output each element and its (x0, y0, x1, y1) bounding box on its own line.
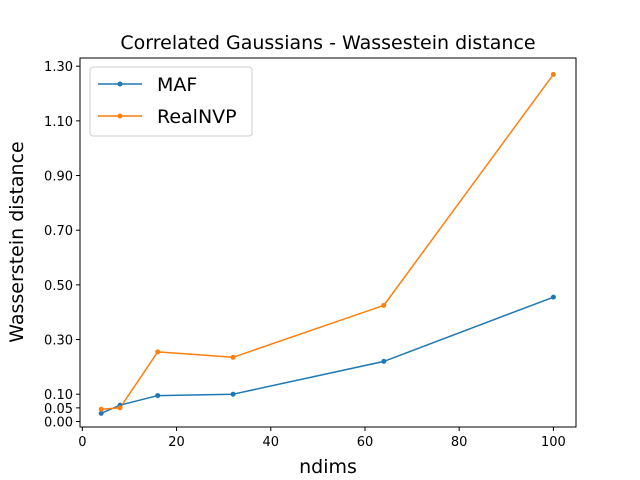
legend-marker-maf (117, 81, 123, 87)
legend-marker-realnvp (117, 113, 123, 119)
data-point-realnvp (550, 71, 556, 77)
x-tick-label: 40 (262, 435, 279, 450)
x-tick-label: 80 (451, 435, 468, 450)
y-tick-label: 0.50 (44, 279, 73, 294)
data-point-maf (98, 410, 104, 416)
plot-frame (79, 57, 577, 428)
x-axis-label: ndims (299, 456, 357, 478)
plot-markers (98, 71, 556, 416)
y-axis-label: Wasserstein distance (6, 141, 28, 342)
data-point-maf (155, 393, 161, 399)
chart-title: Correlated Gaussians - Wassestein distan… (120, 32, 535, 54)
legend-label-maf: MAF (157, 74, 197, 96)
series-line-realnvp (101, 73, 554, 410)
y-tick-label: 0.90 (44, 170, 73, 185)
data-point-maf (230, 391, 236, 397)
y-tick-label: 0.30 (44, 334, 73, 349)
data-point-maf (381, 358, 387, 364)
data-point-realnvp (117, 405, 123, 411)
x-axis-ticks: 0 20 40 60 80 100 (78, 427, 566, 450)
x-tick-label: 60 (357, 435, 374, 450)
data-point-maf (550, 294, 556, 300)
y-tick-label: 1.10 (44, 115, 73, 130)
y-tick-label: 0.05 (44, 402, 73, 417)
y-tick-label: 1.30 (44, 60, 73, 75)
y-tick-label: 0.70 (44, 224, 73, 239)
y-tick-label: 0.00 (44, 416, 73, 431)
data-point-realnvp (381, 302, 387, 308)
x-tick-label: 100 (541, 435, 566, 450)
x-tick-label: 0 (78, 435, 86, 450)
legend-label-realnvp: RealNVP (157, 106, 237, 128)
y-axis-ticks: 0.000.050.10 0.30 0.50 0.70 0.90 1.10 1.30 (44, 60, 80, 431)
legend: MAF RealNVP (89, 66, 253, 137)
plot-lines (100, 73, 554, 415)
y-tick-label: 0.10 (44, 388, 73, 403)
data-point-realnvp (98, 406, 104, 412)
series-line-maf (100, 296, 554, 415)
x-tick-label: 20 (168, 435, 185, 450)
data-point-realnvp (230, 354, 236, 360)
data-point-realnvp (155, 349, 161, 355)
